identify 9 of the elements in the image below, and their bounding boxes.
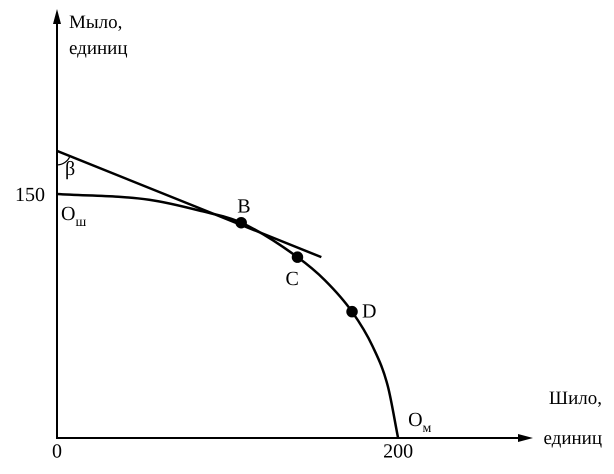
annotation: β	[65, 158, 76, 180]
x-tick-label: 200	[383, 440, 414, 462]
annotation: 150	[15, 184, 45, 206]
y-axis-title: Мыло, единиц	[69, 12, 128, 59]
x-axis-title: Шило, единиц	[543, 388, 602, 449]
annotation: B	[237, 196, 251, 218]
annotation: C	[285, 268, 299, 290]
annotation: D	[362, 300, 376, 323]
x-tick-label: 0	[52, 440, 62, 462]
